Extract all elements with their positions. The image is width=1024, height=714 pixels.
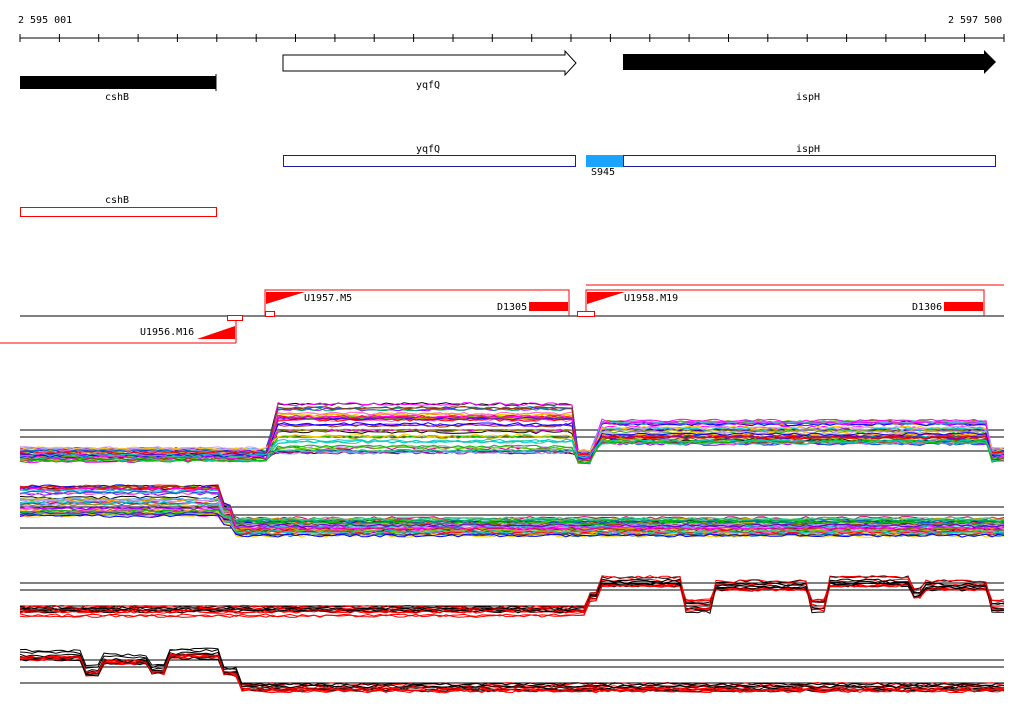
expression-panel-2 <box>19 484 1005 538</box>
expression-trace <box>19 511 1005 528</box>
gene-label-cshB: cshB <box>105 92 129 103</box>
annotation-box-cshB[interactable] <box>20 207 217 217</box>
expression-panels <box>19 402 1005 694</box>
expression-trace <box>19 514 1005 538</box>
transcript-label-U1958.M19: U1958.M19 <box>624 293 678 304</box>
expression-trace <box>19 415 1005 456</box>
expression-trace <box>19 499 1005 527</box>
transcript-U1957.M5[interactable]: U1957.M5 <box>264 289 570 317</box>
gene-yqfQ[interactable]: yqfQ <box>282 49 577 91</box>
expression-trace <box>19 578 1005 609</box>
annotation-track-blue: yqfQ ispH S945 <box>283 144 996 178</box>
annotation-track-red: cshB <box>20 195 217 217</box>
downreg-label-D1306: D1306 <box>912 302 942 313</box>
expression-trace <box>19 500 1005 535</box>
gene-label-yqfQ: yqfQ <box>416 80 440 91</box>
annotation-box-ispH[interactable] <box>623 155 996 167</box>
transcript-track: U1957.M5 U1958.M19 U1956.M16 D1305 D1306 <box>0 284 1004 344</box>
ruler-start-label: 2 595 001 <box>18 15 72 26</box>
expression-trace <box>19 431 1005 453</box>
expression-trace <box>19 511 1005 521</box>
downreg-D1305[interactable]: D1305 <box>497 302 568 313</box>
transcript-label-U1957.M5: U1957.M5 <box>304 293 352 304</box>
expression-trace <box>19 438 1005 458</box>
expression-trace <box>19 648 1005 687</box>
annotation-box-yqfQ[interactable] <box>283 155 576 167</box>
transcript-label-U1956.M16: U1956.M16 <box>140 327 194 338</box>
transcript-U1956.M16[interactable]: U1956.M16 <box>140 315 243 344</box>
gene-label-ispH: ispH <box>796 92 820 103</box>
expression-trace <box>19 651 1005 692</box>
expression-trace <box>19 416 1005 458</box>
gene-track: cshB yqfQ ispH <box>20 49 996 103</box>
feature-label-S945: S945 <box>591 167 615 178</box>
expression-panel-3 <box>19 575 1005 618</box>
expression-trace <box>20 430 1005 452</box>
gene-cshB[interactable]: cshB <box>20 74 217 103</box>
expression-trace <box>19 583 1005 610</box>
downreg-label-D1305: D1305 <box>497 302 527 313</box>
expression-trace <box>19 414 1005 461</box>
ruler-ticks <box>19 34 1005 42</box>
feature-box-S945[interactable] <box>586 155 623 167</box>
annotation-label-cshB: cshB <box>105 195 129 206</box>
expression-trace <box>19 575 1005 612</box>
expression-trace <box>19 439 1005 464</box>
expression-trace <box>19 583 1005 618</box>
annotation-label-ispH: ispH <box>796 144 820 155</box>
ruler-end-label: 2 597 500 <box>948 15 1002 26</box>
expression-trace <box>19 405 1005 463</box>
expression-trace <box>19 653 1005 689</box>
gene-ispH[interactable]: ispH <box>623 50 996 103</box>
annotation-label-yqfQ: yqfQ <box>416 144 440 155</box>
position-ruler: 2 595 001 2 597 500 <box>18 15 1005 42</box>
expression-trace <box>19 487 1005 531</box>
expression-panel-4 <box>19 647 1005 694</box>
expression-panel-1 <box>19 402 1005 465</box>
expression-trace <box>19 497 1005 528</box>
expression-trace <box>19 653 1005 693</box>
expression-trace <box>19 414 1005 456</box>
downreg-D1306[interactable]: D1306 <box>912 302 983 313</box>
expression-trace <box>19 509 1005 526</box>
transcript-U1958.M19[interactable]: U1958.M19 <box>577 289 985 317</box>
